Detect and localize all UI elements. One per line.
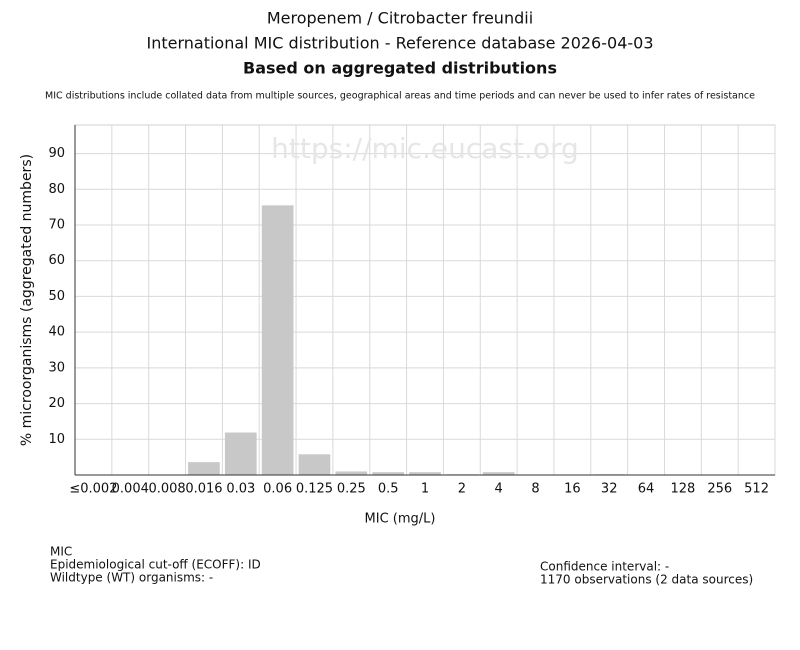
x-tick-label: 32 <box>601 482 618 497</box>
y-tick-label: 60 <box>48 253 65 268</box>
x-tick-label: 256 <box>707 482 732 497</box>
footer-text: Confidence interval: - <box>540 560 669 574</box>
y-tick-label: 20 <box>48 396 65 411</box>
chart-subtitle: International MIC distribution - Referen… <box>146 34 653 53</box>
x-tick-label: 16 <box>564 482 581 497</box>
x-tick-label: 2 <box>458 482 466 497</box>
y-tick-label: 50 <box>48 289 65 304</box>
x-tick-label: 0.004 <box>112 482 149 497</box>
footer-text: MIC <box>50 545 72 559</box>
x-tick-label: 4 <box>495 482 503 497</box>
y-tick-label: 70 <box>48 218 65 233</box>
y-tick-label: 80 <box>48 182 65 197</box>
chart-title: Meropenem / Citrobacter freundii <box>267 9 533 28</box>
footer-text: Epidemiological cut-off (ECOFF): ID <box>50 558 261 572</box>
bar <box>261 205 294 475</box>
chart-subtitle: Based on aggregated distributions <box>243 59 557 78</box>
x-tick-label: ≤0.002 <box>69 482 117 497</box>
x-tick-label: 0.008 <box>148 482 185 497</box>
bar <box>482 472 515 475</box>
bar <box>298 454 331 475</box>
bar <box>409 472 441 475</box>
bar <box>224 432 257 475</box>
x-tick-label: 0.06 <box>263 482 292 497</box>
plot-frame <box>74 124 776 476</box>
bar <box>335 471 368 475</box>
footer-text: 1170 observations (2 data sources) <box>540 573 753 587</box>
watermark: https://mic.eucast.org <box>271 132 579 165</box>
x-axis-label: MIC (mg/L) <box>365 512 436 527</box>
y-tick-label: 90 <box>48 146 65 161</box>
chart-note: MIC distributions include collated data … <box>45 91 755 102</box>
bar <box>372 472 404 475</box>
y-tick-label: 10 <box>48 432 65 447</box>
x-tick-label: 128 <box>670 482 695 497</box>
x-tick-label: 0.5 <box>378 482 399 497</box>
x-tick-label: 64 <box>638 482 655 497</box>
x-tick-label: 0.125 <box>296 482 333 497</box>
x-tick-label: 512 <box>744 482 769 497</box>
y-tick-label: 40 <box>48 325 65 340</box>
bar <box>188 462 220 475</box>
x-tick-label: 8 <box>531 482 539 497</box>
y-tick-label: 30 <box>48 360 65 375</box>
x-tick-label: 0.25 <box>337 482 366 497</box>
x-tick-label: 0.03 <box>226 482 255 497</box>
x-tick-label: 1 <box>421 482 429 497</box>
footer-text: Wildtype (WT) organisms: - <box>50 571 213 585</box>
y-axis-label: % microorganisms (aggregated numbers) <box>19 154 35 446</box>
x-tick-label: 0.016 <box>185 482 222 497</box>
